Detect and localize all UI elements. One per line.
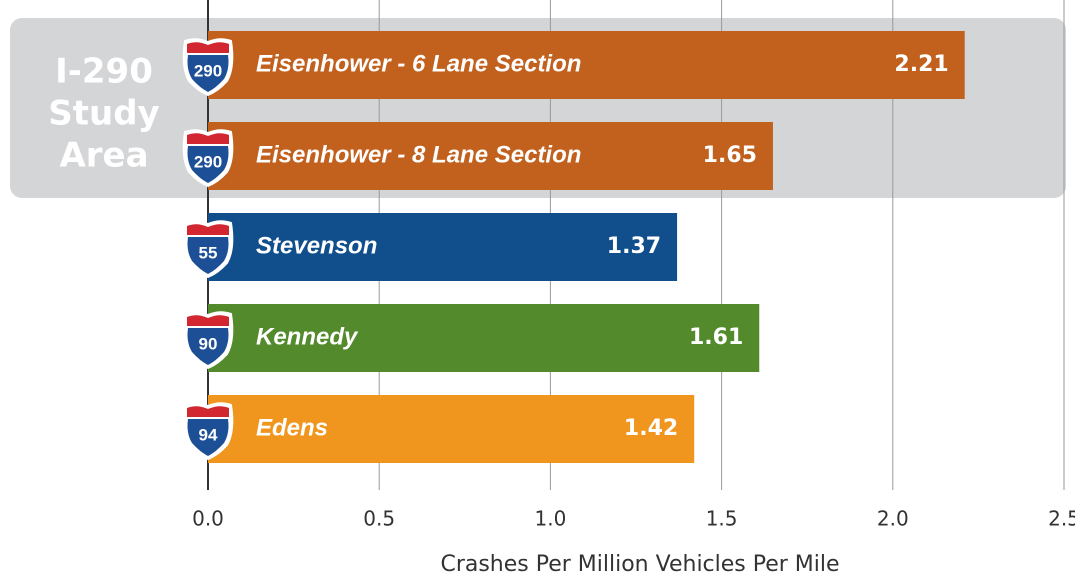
shield-top (187, 224, 229, 235)
interstate-shield: 290 (182, 38, 234, 97)
category-label: Stevenson (256, 232, 377, 259)
study-area-text: I-290 (55, 52, 153, 92)
shield-number: 94 (199, 425, 218, 444)
x-axis-title: Crashes Per Million Vehicles Per Mile (440, 552, 839, 577)
bar (208, 395, 695, 463)
interstate-shield: 290 (182, 129, 234, 188)
interstate-shield: 55 (182, 220, 234, 279)
shield-body (187, 237, 229, 274)
shield-body (187, 328, 229, 365)
shield-top (187, 42, 229, 53)
shield-number: 290 (194, 61, 222, 80)
interstate-shield: 94 (182, 402, 234, 461)
shield-body (187, 55, 229, 92)
category-label: Eisenhower - 8 Lane Section (256, 141, 581, 168)
shield-top (187, 133, 229, 144)
study-area-text: Study (48, 94, 159, 134)
x-tick-label: 1.0 (534, 507, 566, 531)
category-label: Kennedy (256, 323, 359, 350)
bar (208, 213, 678, 281)
category-label: Edens (256, 414, 328, 441)
bar (208, 31, 965, 99)
study-area-text: Area (59, 136, 148, 176)
category-label: Eisenhower - 6 Lane Section (256, 50, 581, 77)
value-label: 2.21 (894, 52, 948, 77)
shield-number: 90 (199, 334, 218, 353)
value-label: 1.42 (624, 416, 678, 441)
shield-top (187, 315, 229, 326)
x-tick-label: 2.5 (1048, 507, 1075, 531)
x-tick-label: 0.0 (192, 507, 224, 531)
shield-body (187, 146, 229, 183)
value-label: 1.37 (607, 234, 661, 259)
value-label: 1.61 (689, 325, 743, 350)
shield-number: 290 (194, 152, 222, 171)
x-tick-label: 1.5 (706, 507, 738, 531)
interstate-shield: 90 (182, 311, 234, 370)
x-tick-label: 0.5 (363, 507, 395, 531)
shield-number: 55 (199, 243, 218, 262)
shield-body (187, 419, 229, 456)
bar (208, 304, 760, 372)
shield-top (187, 406, 229, 417)
bar (208, 122, 773, 190)
value-label: 1.65 (703, 143, 757, 168)
x-tick-label: 2.0 (877, 507, 909, 531)
